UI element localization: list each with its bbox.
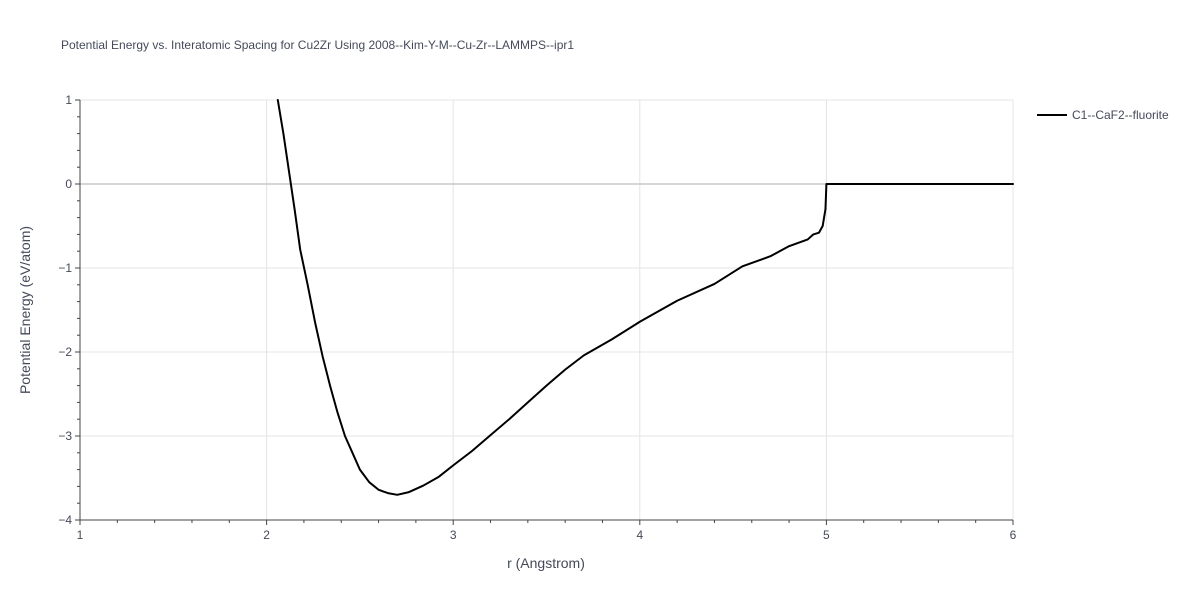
x-tick-label-2: 3 — [450, 528, 457, 542]
y-tick-label-5: −4 — [58, 513, 72, 527]
x-tick-label-4: 5 — [823, 528, 830, 542]
x-tick-label-1: 2 — [263, 528, 270, 542]
chart-title: Potential Energy vs. Interatomic Spacing… — [61, 38, 575, 52]
y-tick-label-2: −1 — [58, 261, 72, 275]
x-tick-label-3: 4 — [636, 528, 643, 542]
series-layer — [276, 99, 1014, 496]
x-axis-title: r (Angstrom) — [507, 555, 585, 571]
y-tick-label-4: −3 — [58, 429, 72, 443]
axis-layer: 1 2 3 4 5 6 1 0 −1 −2 −3 −4 — [58, 93, 1016, 542]
y-tick-label-1: 0 — [65, 177, 72, 191]
grid-layer — [80, 99, 1014, 520]
y-tick-label-3: −2 — [58, 345, 72, 359]
series-line-0[interactable] — [276, 99, 1014, 496]
legend-label-0: C1--CaF2--fluorite — [1072, 108, 1169, 122]
x-tick-label-5: 6 — [1010, 528, 1017, 542]
legend[interactable]: C1--CaF2--fluorite — [1037, 108, 1169, 122]
y-axis-title: Potential Energy (eV/atom) — [17, 226, 33, 394]
x-tick-label-0: 1 — [77, 528, 84, 542]
y-tick-label-0: 1 — [65, 93, 72, 107]
